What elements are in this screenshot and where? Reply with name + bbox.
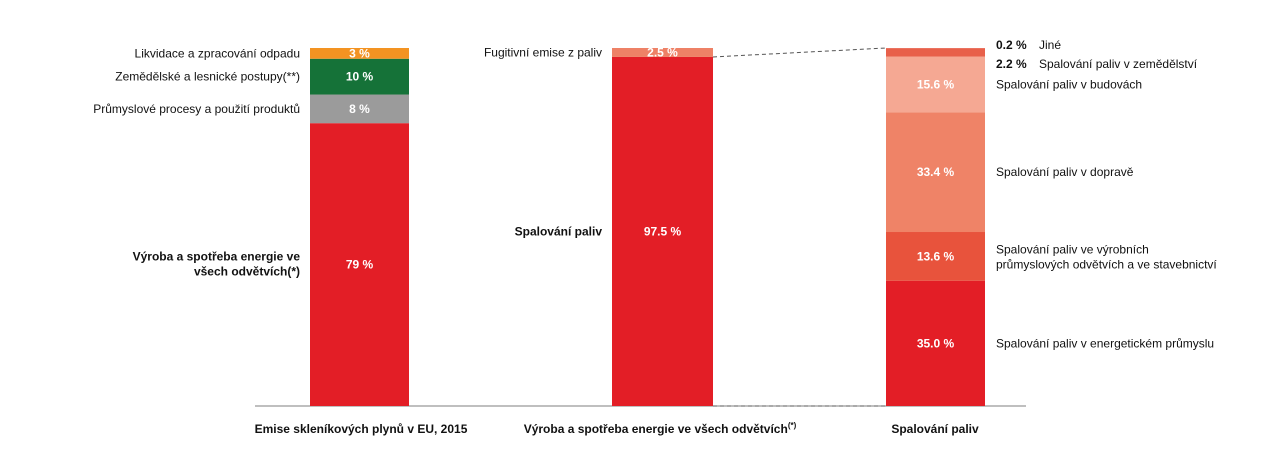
bar-segment-manufacturing (886, 232, 985, 281)
bar-segment-fugitive (612, 48, 713, 57)
value-label-other: 0.2 % (996, 38, 1027, 52)
series-label-agriculture: Zemědělské a lesnické postupy(**) (115, 70, 300, 84)
series-label-transport: Spalování paliv v dopravě (996, 165, 1134, 179)
value-label-agri: 2.2 % (996, 57, 1027, 71)
bars-energy: 97.5 % Spalování paliv 2.5 % Fugitivní emis… (484, 45, 713, 406)
value-label-energy: 79 % (346, 258, 374, 272)
bar-segment-buildings (886, 56, 985, 113)
value-label-power: 35.0 % (917, 336, 955, 350)
bar-segment-combustion (612, 56, 713, 406)
value-label-fugitive: 2.5 % (647, 45, 678, 59)
series-label-other: Jiné (1039, 38, 1061, 52)
bar-segment-transport (886, 112, 985, 233)
value-label-combustion: 97.5 % (644, 224, 682, 238)
bar-segment-industrial (310, 94, 409, 124)
bar-segment-agri (886, 48, 985, 57)
value-label-agriculture: 10 % (346, 70, 374, 84)
series-label-energy: Výroba a spotřeba energie ve (133, 250, 301, 264)
connector-top (712, 47, 887, 58)
series-label-fugitive: Fugitivní emise z paliv (484, 45, 602, 59)
bars-combustion: 35.0 % Spalování paliv v energetickém prů… (886, 38, 1217, 406)
value-label-buildings: 15.6 % (917, 78, 955, 92)
value-label-transport: 33.4 % (917, 165, 955, 179)
series-label-manufacturing: Spalování paliv ve výrobních (996, 242, 1149, 256)
chart2-title: Výroba a spotřeba energie ve všech odvět… (524, 421, 797, 436)
bar-segment-other (886, 48, 985, 49)
connector-lines (712, 47, 887, 407)
bar-segment-power (886, 280, 985, 406)
series-label-agri: Spalování paliv v zemědělství (1039, 57, 1198, 71)
bar-segment-energy (310, 123, 409, 407)
series-label-buildings: Spalování paliv v budovách (996, 78, 1142, 92)
value-label-waste: 3 % (349, 46, 370, 60)
value-label-industrial: 8 % (349, 102, 370, 116)
bar-segment-waste (310, 48, 409, 59)
series-label-waste: Likvidace a zpracování odpadu (135, 46, 300, 60)
series-label-manufacturing-line2: průmyslových odvětvích a ve stavebnictví (996, 257, 1217, 271)
series-label-energy-line2: všech odvětvích(*) (194, 265, 300, 279)
chart3-title: Spalování paliv (891, 422, 979, 436)
series-label-power: Spalování paliv v energetickém průmyslu (996, 336, 1214, 350)
series-label-industrial: Průmyslové procesy a použití produktů (93, 102, 300, 116)
bar-segment-agriculture (310, 58, 409, 95)
chart1-title: Emise skleníkových plynů v EU, 2015 (255, 422, 468, 436)
series-label-combustion: Spalování paliv (515, 224, 603, 238)
value-label-manufacturing: 13.6 % (917, 249, 955, 263)
